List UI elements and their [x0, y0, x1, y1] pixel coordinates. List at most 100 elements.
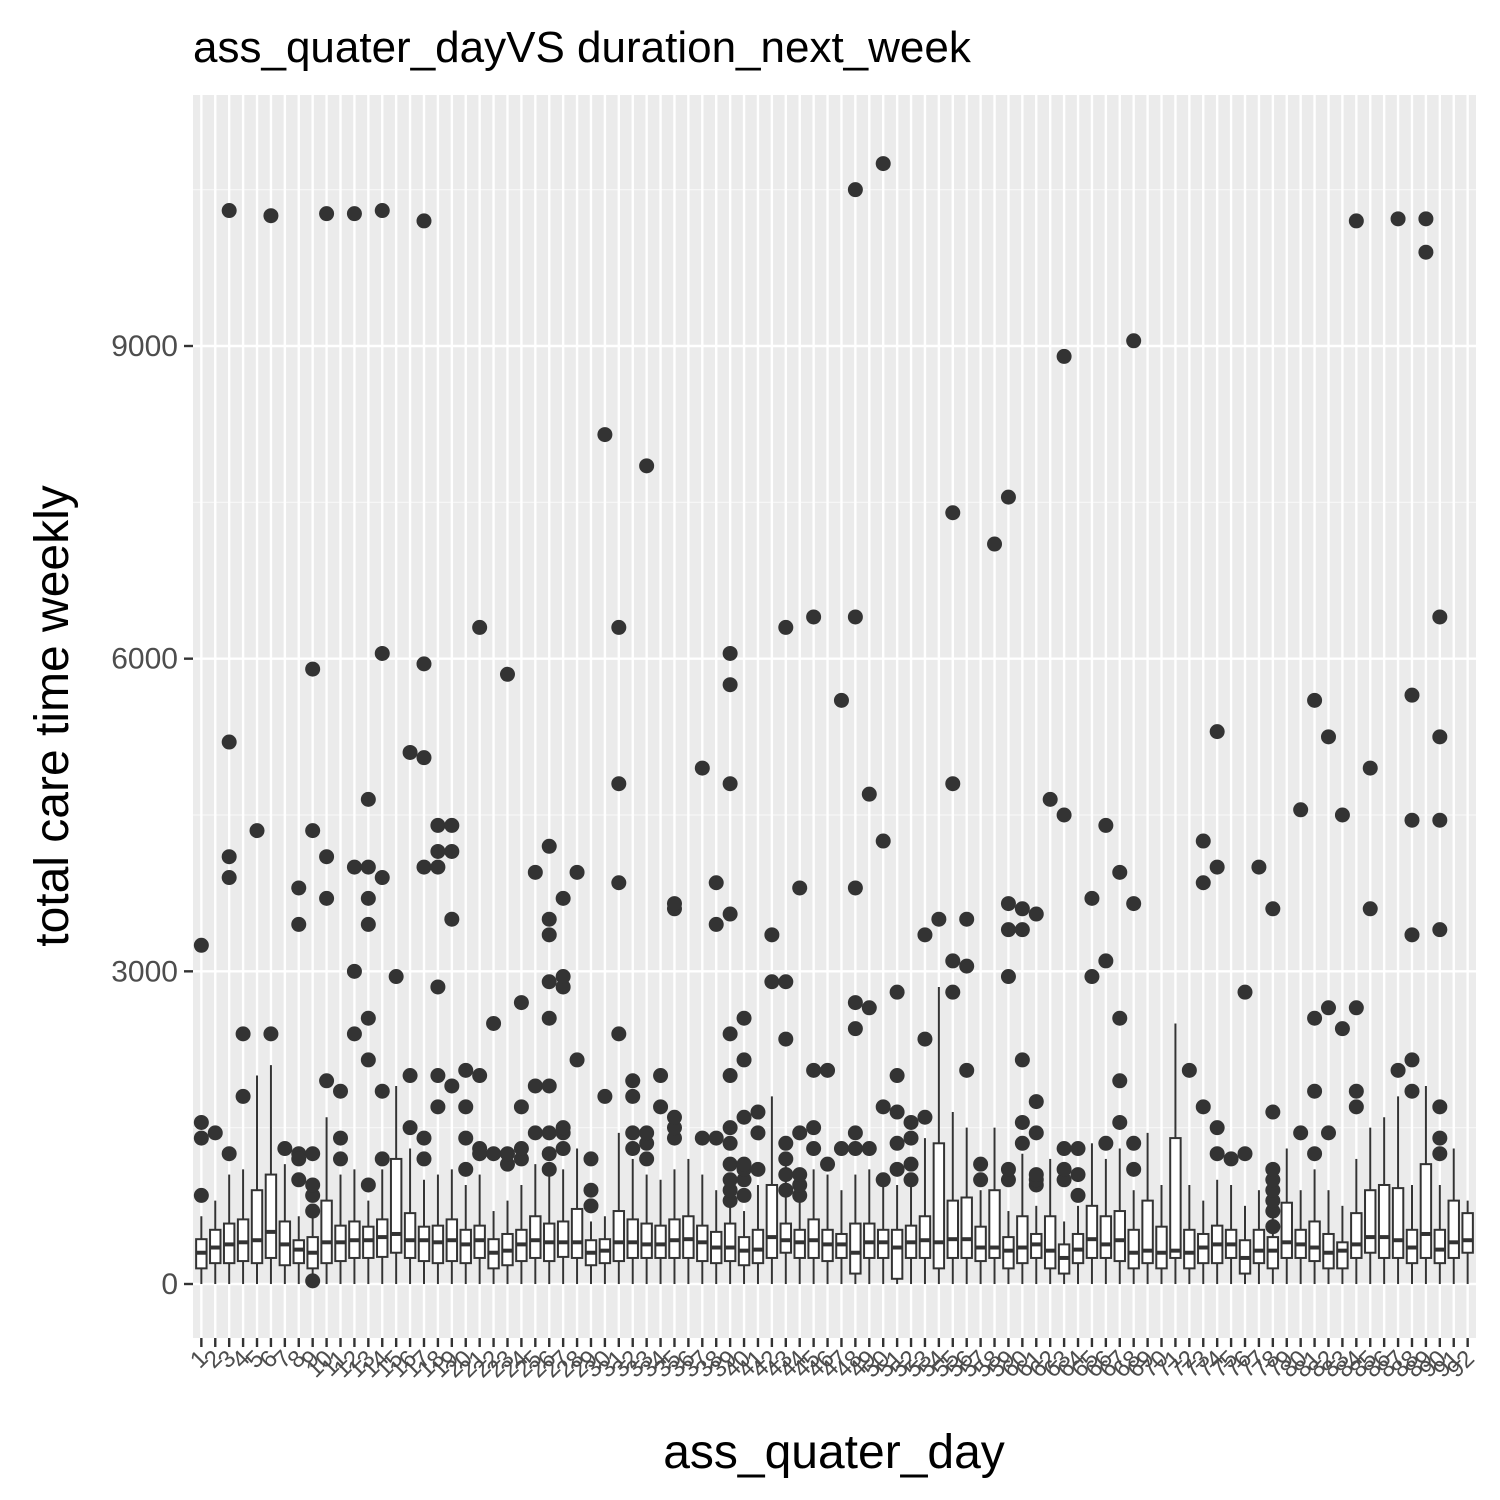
box-group	[333, 1083, 349, 1284]
outlier-point	[360, 1052, 376, 1068]
outlier-point	[541, 1146, 557, 1162]
box-group	[903, 1114, 919, 1284]
box	[1308, 1220, 1321, 1263]
box-group	[847, 182, 863, 1284]
outlier-point	[333, 1083, 349, 1099]
box	[362, 1225, 375, 1259]
box	[849, 1222, 862, 1275]
outlier-point	[1432, 729, 1448, 745]
outlier-point	[1084, 969, 1100, 985]
box-group	[1169, 1023, 1182, 1284]
box	[932, 1142, 946, 1270]
box-group	[1432, 609, 1448, 1284]
box-group	[1418, 211, 1434, 1284]
outlier-point	[1320, 1125, 1336, 1141]
outlier-point	[291, 1151, 307, 1167]
outlier-point	[875, 156, 891, 172]
outlier-point	[1112, 1114, 1128, 1130]
box-group	[875, 156, 891, 1284]
outlier-point	[235, 1088, 251, 1104]
box-group	[861, 786, 877, 1284]
outlier-point	[1195, 1099, 1211, 1115]
box-group	[1280, 1148, 1293, 1284]
outlier-point	[1334, 807, 1350, 823]
outlier-point	[639, 1125, 655, 1141]
outlier-point	[639, 1135, 655, 1151]
box-group	[1070, 1141, 1086, 1284]
outlier-point	[583, 1198, 599, 1214]
outlier-point	[458, 1161, 474, 1177]
box-group	[277, 1141, 293, 1284]
outlier-point	[722, 645, 738, 661]
outlier-point	[1195, 875, 1211, 891]
outlier-point	[207, 1125, 223, 1141]
outlier-point	[416, 750, 432, 766]
outlier-point	[1307, 1083, 1323, 1099]
outlier-point	[1432, 922, 1448, 938]
box	[1043, 1215, 1057, 1270]
box-group	[1404, 687, 1420, 1284]
outlier-point	[750, 1125, 766, 1141]
outlier-point	[319, 206, 335, 222]
box-group	[889, 984, 905, 1284]
outlier-point	[499, 1156, 515, 1172]
outlier-point	[847, 1125, 863, 1141]
outlier-point	[541, 974, 557, 990]
outlier-point	[1348, 213, 1364, 229]
y-axis: 0 3000 6000 9000	[111, 330, 193, 1301]
outlier-point	[1307, 1146, 1323, 1162]
outlier-point	[889, 1104, 905, 1120]
box	[250, 1189, 264, 1265]
box	[988, 1189, 1001, 1259]
outlier-point	[360, 916, 376, 932]
outlier-point	[820, 1156, 836, 1172]
box	[654, 1224, 667, 1259]
outlier-point	[1126, 1161, 1142, 1177]
outlier-point	[360, 890, 376, 906]
box-group	[1098, 817, 1114, 1284]
outlier-point	[1265, 1219, 1281, 1235]
outlier-point	[1014, 922, 1030, 938]
box-group	[1390, 211, 1406, 1284]
outlier-point	[430, 1099, 446, 1115]
box-group	[597, 427, 613, 1284]
box	[1336, 1241, 1349, 1270]
outlier-point	[430, 859, 446, 875]
outlier-point	[903, 1172, 919, 1188]
box-group	[569, 864, 585, 1284]
box-group	[820, 1062, 836, 1284]
outlier-point	[722, 1182, 738, 1198]
box-group	[750, 1104, 766, 1284]
outlier-point	[486, 1015, 502, 1031]
box	[640, 1222, 653, 1259]
box	[570, 1207, 584, 1259]
outlier-point	[945, 776, 961, 792]
outlier-point	[917, 1031, 933, 1047]
outlier-point	[861, 786, 877, 802]
outlier-point	[1112, 864, 1128, 880]
outlier-point	[541, 1010, 557, 1026]
outlier-point	[193, 1187, 209, 1203]
outlier-point	[736, 1156, 752, 1172]
outlier-point	[1237, 984, 1253, 1000]
outlier-point	[472, 1068, 488, 1084]
outlier-point	[1432, 1130, 1448, 1146]
box-group	[1014, 901, 1030, 1284]
outlier-point	[736, 1109, 752, 1125]
y-tick-label: 3000	[111, 955, 178, 988]
outlier-point	[1432, 1146, 1448, 1162]
box-group	[1195, 833, 1211, 1284]
outlier-point	[1028, 906, 1044, 922]
outlier-point	[402, 1068, 418, 1084]
outlier-point	[1014, 901, 1030, 917]
outlier-point	[1112, 1073, 1128, 1089]
box-group	[722, 645, 738, 1284]
outlier-point	[1000, 1161, 1016, 1177]
outlier-point	[1042, 791, 1058, 807]
outlier-point	[1265, 1182, 1281, 1198]
box	[556, 1220, 570, 1258]
box-group	[1112, 864, 1128, 1284]
box-group	[708, 875, 724, 1284]
box-group	[193, 937, 209, 1284]
